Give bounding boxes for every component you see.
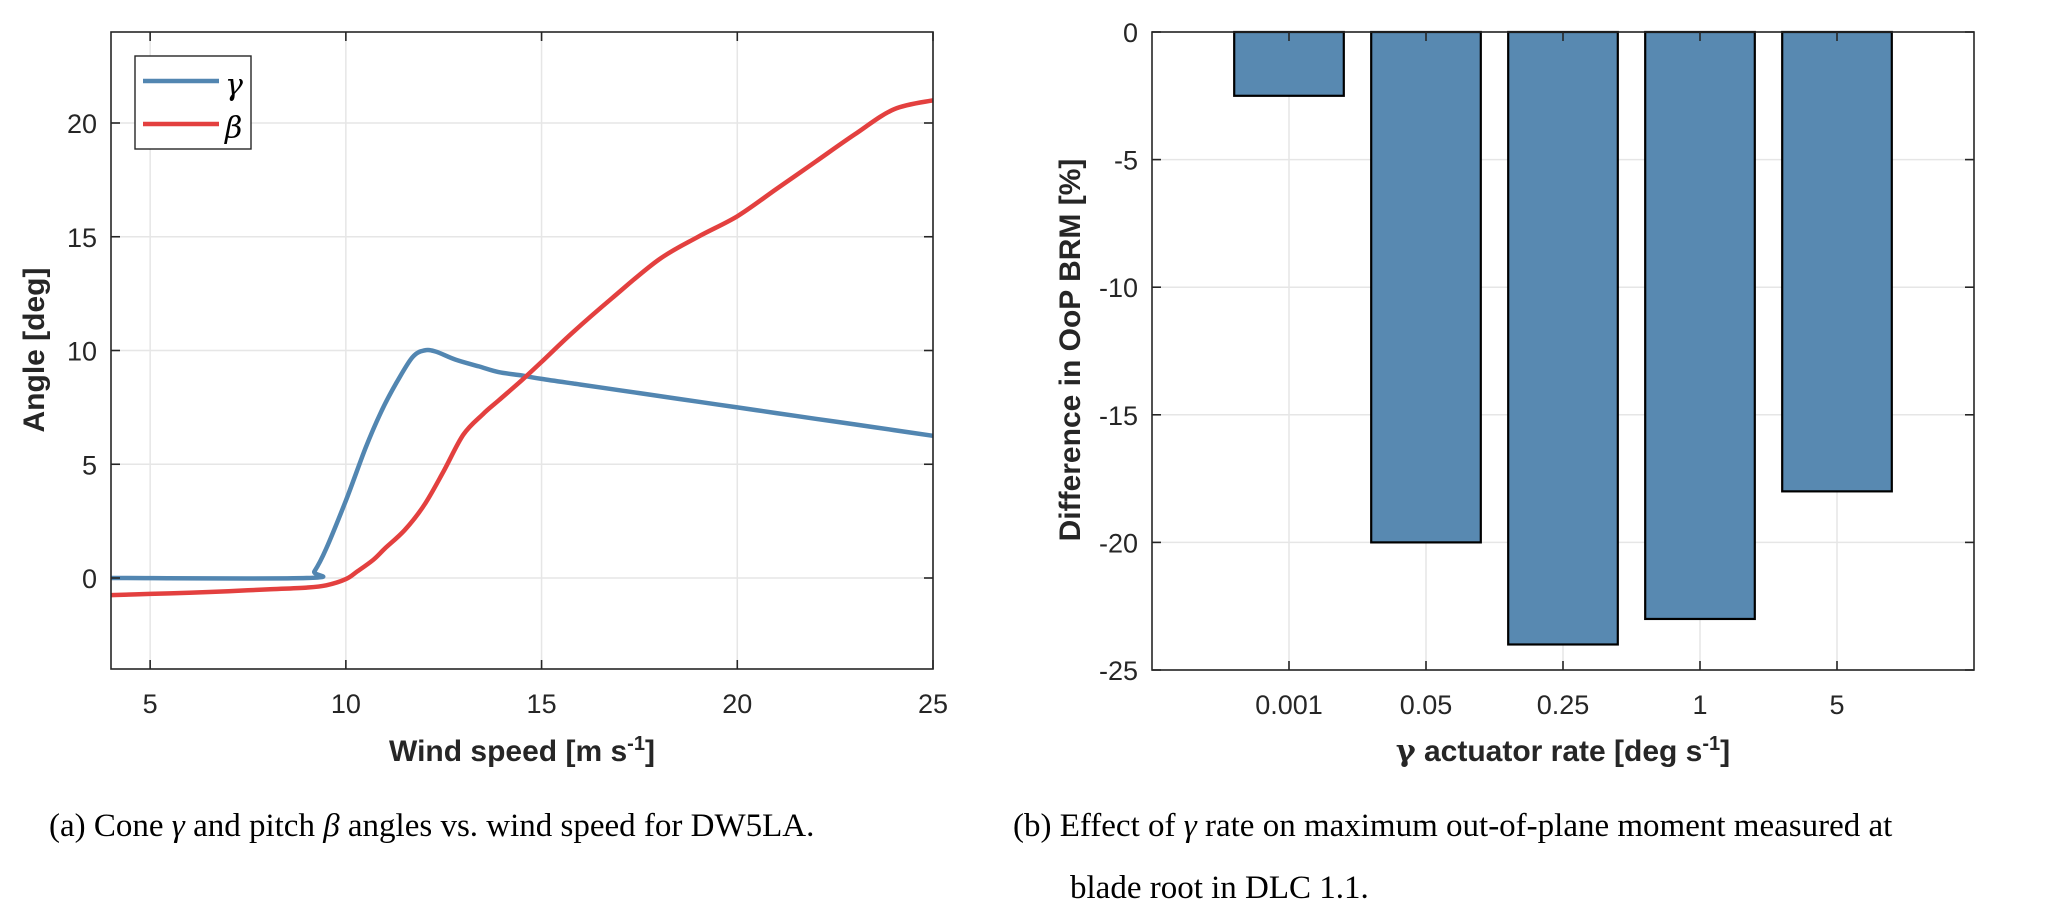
caption-b-text: (b) Effect of [1013, 808, 1184, 844]
y-tick-label: 15 [67, 223, 97, 253]
caption-a-gamma: γ [171, 808, 185, 844]
caption-a-text: and pitch [184, 808, 324, 844]
plot-a-ticks [111, 32, 934, 669]
plot-a-ylabel: Angle [deg] [18, 268, 51, 433]
y-tick-label: 10 [67, 337, 97, 367]
caption-b-line2: blade root in DLC 1.1. [1070, 872, 1369, 905]
legend-label-gamma: γ [225, 68, 243, 103]
plot-b-bars [1233, 30, 1893, 646]
x-tick-label: 5 [1829, 690, 1844, 720]
bar-0.05 [1370, 30, 1482, 544]
plot-a: 5 10 15 20 25 0 5 10 15 20 Wind speed [m s-1] Ang… [18, 31, 948, 768]
caption-b-gamma: γ [1183, 808, 1197, 844]
bar-5 [1781, 30, 1893, 493]
x-tick-label: 20 [722, 689, 752, 719]
bar-0.25 [1507, 30, 1619, 646]
plot-a-legend: γ β [134, 55, 252, 150]
plot-a-tick-labels: 5 10 15 20 25 0 5 10 15 20 [67, 109, 948, 719]
x-tick-label: 5 [143, 689, 158, 719]
y-tick-label: 0 [82, 564, 97, 594]
caption-b-line1: (b) Effect of γ rate on maximum out-of-p… [1013, 810, 1892, 843]
x-tick-label: 0.05 [1400, 690, 1453, 720]
y-tick-label: 20 [67, 109, 97, 139]
y-tick-label: -15 [1099, 401, 1138, 431]
y-tick-label: 5 [82, 450, 97, 480]
series-line-beta [110, 98, 934, 598]
y-tick-label: -25 [1099, 656, 1138, 686]
y-tick-label: -20 [1099, 528, 1138, 558]
plot-b: 0 -5 -10 -15 -20 -25 0.001 0.05 0.25 1 5 γ actuato… [1054, 18, 1975, 769]
caption-a-text: (a) Cone [49, 808, 172, 844]
legend-box [134, 55, 252, 150]
plot-a-xlabel: Wind speed [m s-1] [389, 733, 655, 768]
series-line-gamma [110, 347, 934, 581]
x-tick-label: 0.001 [1255, 690, 1323, 720]
plot-a-grid [111, 32, 934, 669]
plot-b-ylabel: Difference in OoP BRM [%] [1054, 159, 1087, 542]
legend-label-beta: β [224, 111, 242, 146]
x-tick-label: 1 [1692, 690, 1707, 720]
y-tick-label: 0 [1123, 18, 1138, 48]
plot-b-xlabel: γ actuator rate [deg s-1] [1396, 733, 1730, 769]
caption-a-text: angles vs. wind speed for DW5LA. [339, 808, 815, 844]
plot-b-ticks [1152, 31, 1974, 671]
caption-a-beta: β [323, 808, 340, 844]
caption-b-text: rate on maximum out-of-plane moment meas… [1196, 808, 1893, 844]
plot-a-lines [110, 98, 934, 598]
x-tick-label: 10 [331, 689, 361, 719]
y-tick-label: -5 [1114, 146, 1138, 176]
caption-b-text: blade root in DLC 1.1. [1070, 870, 1369, 906]
bar-0.001 [1233, 30, 1345, 97]
bar-1 [1644, 30, 1756, 621]
plot-b-tick-labels: 0 -5 -10 -15 -20 -25 0.001 0.05 0.25 1 5 [1099, 18, 1845, 720]
x-tick-label: 0.25 [1537, 690, 1590, 720]
caption-a: (a) Cone γ and pitch β angles vs. wind s… [49, 810, 814, 843]
x-tick-label: 15 [527, 689, 557, 719]
y-tick-label: -10 [1099, 273, 1138, 303]
x-tick-label: 25 [918, 689, 948, 719]
